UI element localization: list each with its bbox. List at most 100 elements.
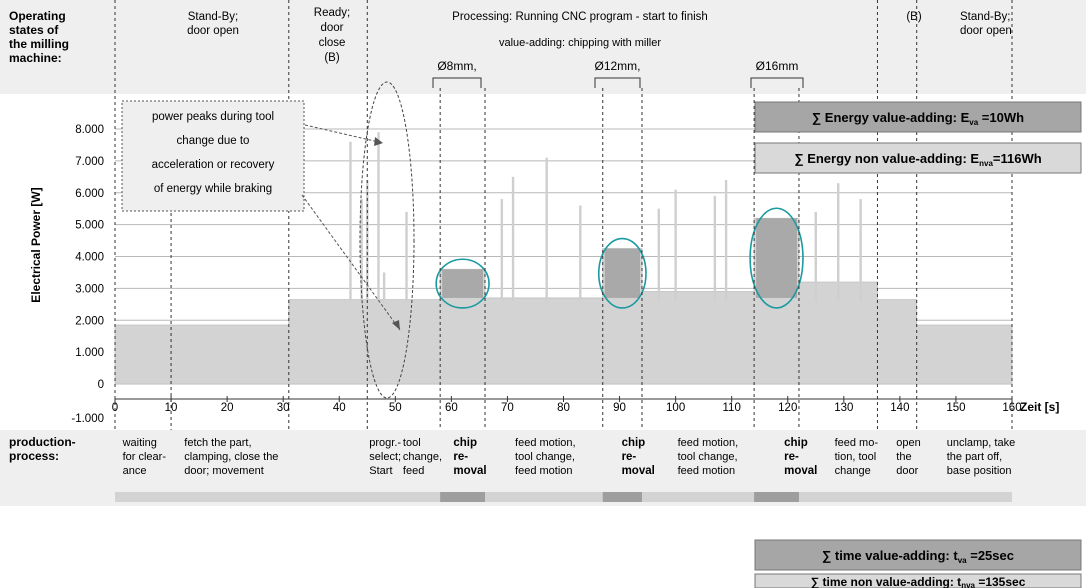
process-step-text: progr.- bbox=[369, 437, 401, 449]
time-nva-box bbox=[754, 573, 1082, 588]
state-label: (B) bbox=[906, 11, 922, 23]
state-label: Stand-By; bbox=[960, 11, 1011, 23]
state-label: Processing: Running CNC program - start … bbox=[452, 11, 708, 23]
operating-states: Stand-By; door open Ready; door close (B) Proc… bbox=[187, 7, 1012, 64]
power-peak bbox=[724, 180, 728, 302]
x-tick-label: 160 bbox=[1002, 402, 1021, 414]
process-bar bbox=[115, 492, 1012, 502]
power-peak bbox=[837, 183, 840, 302]
x-tick-label: 140 bbox=[890, 402, 909, 414]
process-step-text: re- bbox=[784, 451, 799, 463]
process-step-text: unclamp, take bbox=[947, 437, 1015, 449]
energy-va-label: ∑ Energy value-adding: Eva =10Wh bbox=[812, 110, 1024, 127]
process-step-text: door; movement bbox=[184, 465, 263, 477]
process-steps: waiting for clear-ance fetch the part, clam… bbox=[122, 437, 1016, 477]
process-step-text: change, bbox=[403, 451, 442, 463]
annotation-line: change due to bbox=[177, 135, 250, 147]
y-tick-label: 4.000 bbox=[75, 252, 104, 264]
process-step-text: door bbox=[896, 465, 918, 477]
state-label: close bbox=[319, 37, 346, 49]
annotation-arrow-upper bbox=[304, 124, 384, 144]
x-tick-label: 110 bbox=[723, 402, 741, 414]
state-label: Ready; bbox=[314, 7, 350, 19]
process-step-text: tion, tool bbox=[835, 451, 877, 463]
process-label-line: production- bbox=[9, 435, 76, 449]
value-adding-label: value-adding: chipping with miller bbox=[499, 37, 661, 49]
annotation-line: acceleration or recovery bbox=[152, 159, 275, 171]
y-axis-label: Electrical Power [W] bbox=[29, 187, 43, 302]
chip-removal-bar bbox=[442, 269, 484, 298]
process-bar-chip bbox=[602, 492, 642, 502]
process-step-text: feed motion bbox=[678, 465, 735, 477]
process-step-text: select; bbox=[369, 451, 401, 463]
x-tick-label: 40 bbox=[333, 402, 346, 414]
chip-removal-circle bbox=[749, 207, 804, 309]
x-tick-label: 10 bbox=[165, 402, 178, 414]
process-step-text: chip bbox=[622, 437, 646, 449]
power-peak bbox=[713, 195, 717, 302]
x-axis-label: Zeit [s] bbox=[1020, 400, 1059, 414]
power-peak bbox=[814, 211, 817, 302]
process-step-text: feed motion, bbox=[515, 437, 576, 449]
process-step-text: open bbox=[896, 437, 920, 449]
y-tick-label: 6.000 bbox=[75, 188, 104, 200]
process-step-text: waiting bbox=[122, 437, 157, 449]
tool-bracket bbox=[432, 77, 482, 88]
y-tick-label: 5.000 bbox=[75, 220, 104, 232]
process-step-text: tool change, bbox=[678, 451, 738, 463]
x-tick-label: 120 bbox=[778, 402, 797, 414]
states-label-line: machine: bbox=[9, 51, 62, 65]
peak-ellipse bbox=[359, 81, 415, 399]
annotation-text: power peaks during tool change due to acce… bbox=[152, 111, 275, 195]
tool-size-label: Ø16mm bbox=[756, 59, 799, 73]
process-step-text: feed bbox=[403, 465, 424, 477]
process-step-text: base position bbox=[947, 465, 1012, 477]
x-tick-label: 30 bbox=[277, 402, 290, 414]
process-step-text: tool bbox=[403, 437, 421, 449]
chip-removal-bar bbox=[604, 248, 640, 298]
power-peak bbox=[360, 199, 363, 302]
x-tick-label: 50 bbox=[389, 402, 402, 414]
process-step-text: the bbox=[896, 451, 911, 463]
process-bar-base bbox=[115, 492, 1012, 502]
states-label-line: states of bbox=[9, 23, 59, 37]
x-tick-label: 100 bbox=[666, 402, 685, 414]
process-bar-chip bbox=[440, 492, 486, 502]
process-step-text: feed motion, bbox=[678, 437, 739, 449]
x-tick-label: 70 bbox=[501, 402, 514, 414]
x-tick-label: 80 bbox=[557, 402, 570, 414]
y-tick-label: 8.000 bbox=[75, 124, 104, 136]
states-label-line: Operating bbox=[9, 9, 66, 23]
annotation-arrowhead-lower bbox=[392, 320, 400, 330]
x-tick-label: 130 bbox=[834, 402, 853, 414]
energy-nva-box bbox=[754, 142, 1082, 174]
process-step-text: re- bbox=[622, 451, 637, 463]
y-tick-label: 0 bbox=[98, 379, 104, 391]
state-label: door bbox=[320, 22, 343, 34]
x-tick-label: 90 bbox=[613, 402, 626, 414]
chip-removal-bar bbox=[756, 218, 797, 298]
process-step-text: clamping, close the bbox=[184, 451, 278, 463]
time-nva-label: ∑ time non value-adding: tnva =135sec bbox=[811, 575, 1026, 588]
process-step-text: feed motion bbox=[515, 465, 572, 477]
y-tick-label: 2.000 bbox=[75, 315, 104, 327]
process-step-text: fetch the part, bbox=[184, 437, 251, 449]
state-label: (B) bbox=[324, 52, 340, 64]
process-step-text: moval bbox=[453, 465, 486, 477]
tool-bracket bbox=[750, 77, 804, 88]
process-label: production-process: bbox=[9, 435, 76, 463]
y-tick-label: 3.000 bbox=[75, 283, 104, 295]
power-peak bbox=[382, 272, 386, 302]
annotation-arrowhead-upper bbox=[374, 137, 383, 146]
process-step-text: for clear- bbox=[123, 451, 167, 463]
power-peak bbox=[405, 211, 408, 302]
process-step-text: feed mo- bbox=[835, 437, 879, 449]
x-tick-label: 20 bbox=[221, 402, 234, 414]
y-tick-label: 1.000 bbox=[75, 347, 104, 359]
tool-size-label: Ø8mm, bbox=[437, 59, 476, 73]
power-peak bbox=[377, 132, 380, 302]
process-bar-chip bbox=[754, 492, 799, 502]
process-step-text: chip bbox=[784, 437, 808, 449]
